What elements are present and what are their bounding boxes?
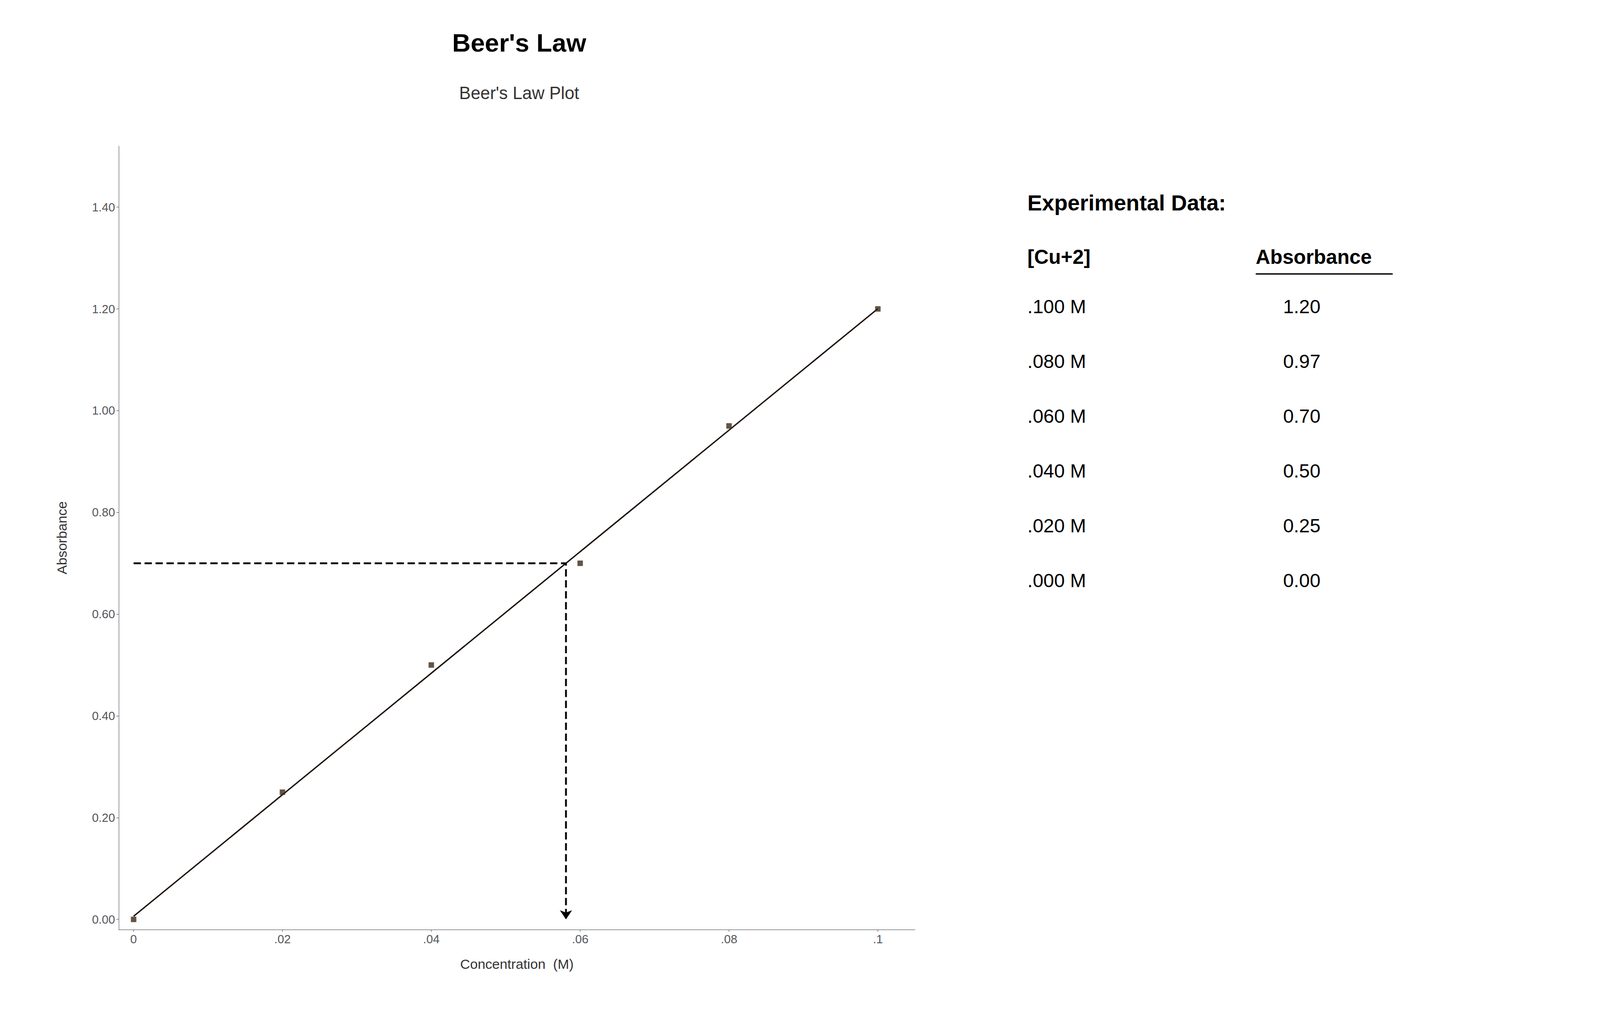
svg-text:Experimental Data:: Experimental Data: [1027,190,1227,216]
svg-text:.060 M: .060 M [1027,405,1086,427]
svg-text:.080 M: .080 M [1027,350,1086,373]
svg-text:Concentration (M): Concentration (M) [460,956,574,972]
svg-text:[Cu+2]: [Cu+2] [1027,245,1091,269]
svg-text:0.80: 0.80 [91,505,116,520]
svg-text:0.40: 0.40 [91,709,116,723]
svg-text:Beer's Law: Beer's Law [452,28,587,58]
svg-text:.1: .1 [873,932,884,947]
svg-text:0.00: 0.00 [91,912,116,927]
svg-text:1.40: 1.40 [91,200,116,215]
svg-text:0.25: 0.25 [1283,515,1321,537]
svg-text:0.20: 0.20 [91,810,116,825]
svg-text:Absorbance: Absorbance [54,501,70,575]
svg-text:0.00: 0.00 [1283,569,1321,592]
svg-text:.000 M: .000 M [1027,569,1086,592]
svg-text:.08: .08 [720,932,737,947]
svg-text:.02: .02 [274,932,291,947]
svg-text:1.20: 1.20 [91,302,116,316]
svg-text:0.60: 0.60 [91,607,116,622]
svg-text:0.50: 0.50 [1283,460,1321,482]
svg-text:0.70: 0.70 [1283,405,1321,427]
svg-text:.06: .06 [571,932,589,947]
svg-text:1.20: 1.20 [1283,295,1321,318]
svg-text:1.00: 1.00 [91,403,116,418]
svg-text:.04: .04 [422,932,440,947]
svg-text:Absorbance: Absorbance [1255,245,1372,269]
svg-text:0.97: 0.97 [1283,350,1321,373]
svg-text:.040 M: .040 M [1027,460,1086,482]
svg-text:Beer's Law Plot: Beer's Law Plot [459,83,580,103]
svg-text:.020 M: .020 M [1027,515,1086,537]
svg-text:0: 0 [130,932,137,947]
svg-text:.100 M: .100 M [1027,295,1086,318]
